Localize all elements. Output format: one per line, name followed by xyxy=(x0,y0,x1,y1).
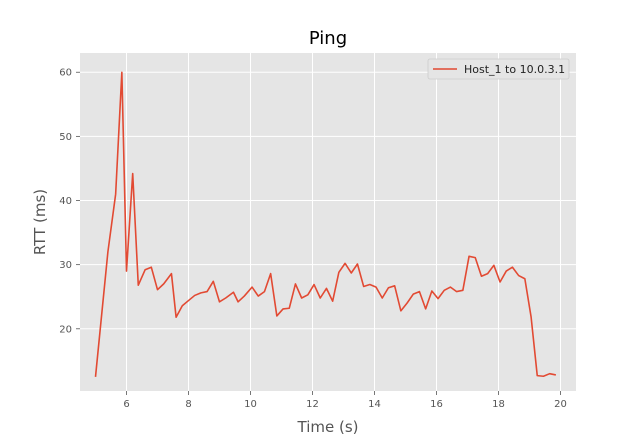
plot-background xyxy=(80,53,576,391)
x-tick-label: 14 xyxy=(368,399,381,410)
y-tick-label: 40 xyxy=(59,196,72,207)
x-tick-label: 6 xyxy=(123,399,129,410)
legend: Host_1 to 10.0.3.1 xyxy=(427,58,570,80)
chart-title: Ping xyxy=(309,28,347,49)
y-tick-label: 60 xyxy=(59,68,72,79)
x-tick-label: 16 xyxy=(430,399,443,410)
legend-label: Host_1 to 10.0.3.1 xyxy=(464,63,565,76)
y-axis-label: RTT (ms) xyxy=(31,189,49,255)
x-tick-label: 8 xyxy=(185,399,191,410)
x-tick-label: 18 xyxy=(492,399,505,410)
y-tick-label: 30 xyxy=(59,260,72,271)
y-tick-label: 20 xyxy=(59,324,72,335)
x-tick-label: 12 xyxy=(306,399,319,410)
y-tick-label: 50 xyxy=(59,132,72,143)
series-line xyxy=(94,71,557,378)
x-tick-label: 20 xyxy=(554,399,567,410)
x-tick-label: 10 xyxy=(244,399,257,410)
axis-ticks: 6 8 10 12 14 16 18 20 20 30 40 50 60 xyxy=(59,68,567,410)
x-axis-label: Time (s) xyxy=(297,418,359,436)
legend-box xyxy=(427,58,570,80)
